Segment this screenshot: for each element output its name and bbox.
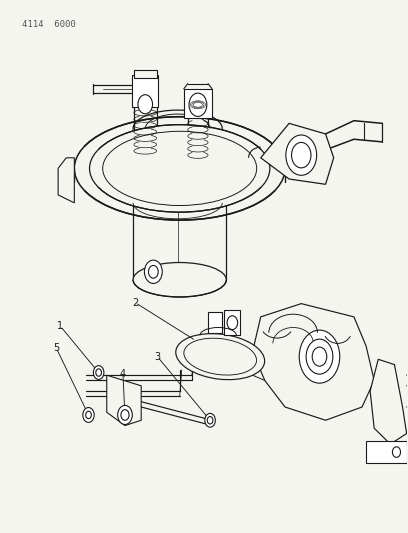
FancyBboxPatch shape (184, 89, 212, 118)
FancyBboxPatch shape (224, 310, 240, 335)
Circle shape (83, 408, 94, 422)
Circle shape (312, 347, 327, 366)
Circle shape (138, 95, 153, 114)
Circle shape (227, 316, 237, 329)
Text: 5: 5 (53, 343, 59, 353)
Circle shape (207, 417, 213, 424)
Circle shape (149, 265, 158, 278)
Circle shape (86, 411, 91, 419)
Circle shape (93, 366, 104, 379)
Circle shape (392, 447, 401, 457)
Circle shape (96, 369, 102, 376)
FancyBboxPatch shape (366, 441, 407, 463)
Circle shape (144, 260, 162, 284)
Polygon shape (58, 158, 74, 203)
Circle shape (121, 410, 129, 420)
Polygon shape (107, 375, 141, 425)
Text: 2: 2 (132, 297, 138, 308)
Circle shape (306, 339, 333, 374)
Ellipse shape (184, 338, 257, 375)
Circle shape (299, 330, 340, 383)
Circle shape (189, 93, 207, 116)
Text: 1: 1 (57, 321, 63, 331)
Polygon shape (370, 359, 407, 444)
Ellipse shape (103, 131, 257, 206)
Polygon shape (261, 123, 334, 184)
Ellipse shape (74, 117, 285, 220)
Circle shape (205, 414, 215, 427)
FancyBboxPatch shape (208, 312, 222, 333)
Ellipse shape (176, 334, 265, 379)
Text: 4: 4 (120, 369, 126, 378)
Ellipse shape (89, 125, 270, 212)
Text: 3: 3 (154, 352, 160, 361)
FancyBboxPatch shape (132, 75, 158, 108)
Circle shape (118, 406, 132, 424)
Polygon shape (253, 304, 374, 420)
FancyBboxPatch shape (134, 70, 157, 78)
Text: 4114  6000: 4114 6000 (22, 20, 75, 29)
Ellipse shape (133, 263, 226, 297)
Circle shape (286, 135, 317, 175)
Circle shape (292, 142, 311, 168)
